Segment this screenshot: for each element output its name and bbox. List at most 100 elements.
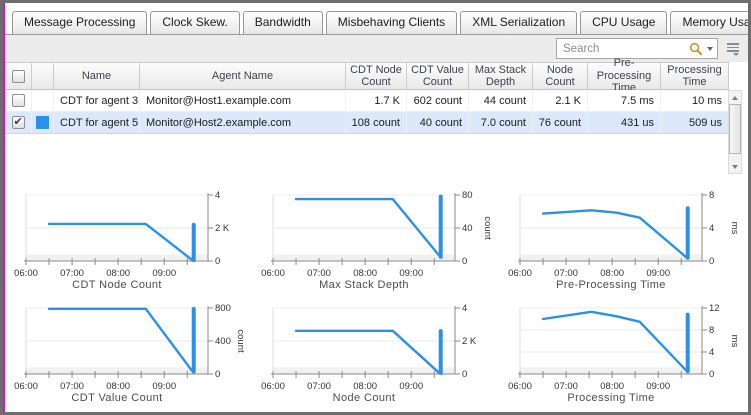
svg-text:80: 80 <box>462 190 473 201</box>
svg-text:0: 0 <box>462 256 467 267</box>
scrollbar-thumb[interactable] <box>729 104 741 154</box>
menu-bar-line <box>727 46 739 49</box>
tab-misbehaving-clients[interactable]: Misbehaving Clients <box>325 11 458 34</box>
svg-text:08:00: 08:00 <box>600 381 624 392</box>
color-column-header <box>32 62 54 90</box>
chart-plot: 06:00 07:00 08:00 09:00 0 4 8 12 ms <box>508 303 740 392</box>
col-header-processing-time[interactable]: Processing Time <box>661 62 729 90</box>
chart-title: CDT Value Count <box>71 392 163 404</box>
chart-plot: 06:00 07:00 08:00 09:00 0 400 800 count <box>14 303 246 392</box>
svg-text:400: 400 <box>215 336 231 347</box>
tab-bar: Message Processing Clock Skew. Bandwidth… <box>5 3 748 35</box>
svg-text:8: 8 <box>709 190 714 201</box>
svg-text:0: 0 <box>462 369 467 380</box>
scroll-up-button[interactable] <box>729 91 741 104</box>
svg-text:08:00: 08:00 <box>353 268 377 279</box>
cell-max-stack-depth: 7.0 count <box>469 112 533 134</box>
select-all-checkbox[interactable] <box>12 69 25 83</box>
chart-cdt-node-count: 06:00 07:00 08:00 09:00 0 2 K 4 CDT Node Count <box>10 187 257 291</box>
search-icon[interactable] <box>689 42 703 56</box>
col-header-node-count[interactable]: Node Count <box>533 62 588 90</box>
chart-plot: 06:00 07:00 08:00 09:00 0 4 8 ms <box>508 190 740 279</box>
cell-node-count: 2.1 K <box>533 90 588 112</box>
tab-memory-usage[interactable]: Memory Usage <box>670 11 748 34</box>
tab-clock-skew[interactable]: Clock Skew. <box>150 11 240 34</box>
tab-cpu-usage[interactable]: CPU Usage <box>580 11 668 34</box>
chart-processing-time: 06:00 07:00 08:00 09:00 0 4 8 12 ms Processing T… <box>504 300 748 404</box>
chart-max-stack-depth: 06:00 07:00 08:00 09:00 0 40 80 count Max Stack… <box>257 187 504 291</box>
col-header-cdt-node-count[interactable]: CDT Node Count <box>346 62 407 90</box>
col-header-cdt-value-count[interactable]: CDT Value Count <box>407 62 469 90</box>
scroll-down-button[interactable] <box>729 160 741 173</box>
chart-plot: 06:00 07:00 08:00 09:00 0 2 K 4 <box>261 303 477 392</box>
svg-text:06:00: 06:00 <box>14 268 38 279</box>
col-header-max-stack-depth[interactable]: Max Stack Depth <box>469 62 533 90</box>
row-color-cell <box>32 112 54 134</box>
cell-pre-processing-time: 7.5 ms <box>588 90 661 112</box>
svg-text:4: 4 <box>215 190 220 201</box>
cell-cdt-node-count: 1.7 K <box>346 90 407 112</box>
svg-text:4: 4 <box>709 223 714 234</box>
chart-title: Pre-Processing Time <box>556 279 666 291</box>
row-checkbox[interactable] <box>12 94 25 107</box>
chart-title: Max Stack Depth <box>319 279 409 291</box>
chart-title: Processing Time <box>567 392 655 404</box>
col-header-pre-processing-time[interactable]: Pre-Processing Time <box>588 57 661 94</box>
chart-title: CDT Node Count <box>72 279 162 291</box>
row-checkbox[interactable] <box>12 115 25 129</box>
svg-text:count: count <box>482 216 493 240</box>
cell-max-stack-depth: 44 count <box>469 90 533 112</box>
svg-text:count: count <box>235 329 246 353</box>
cell-cdt-node-count: 108 count <box>346 112 407 134</box>
search-box[interactable] <box>556 38 718 59</box>
row-color-cell <box>32 90 54 112</box>
svg-text:4: 4 <box>709 347 714 358</box>
svg-text:09:00: 09:00 <box>646 381 670 392</box>
svg-text:08:00: 08:00 <box>106 268 130 279</box>
series-color-swatch <box>36 94 49 107</box>
cell-agent-name[interactable]: Monitor@Host1.example.com <box>140 90 346 112</box>
search-options-caret-icon[interactable] <box>707 46 713 51</box>
svg-text:09:00: 09:00 <box>399 381 423 392</box>
svg-text:07:00: 07:00 <box>307 268 331 279</box>
svg-text:08:00: 08:00 <box>353 381 377 392</box>
svg-text:08:00: 08:00 <box>600 268 624 279</box>
row-checkbox-cell <box>6 112 32 134</box>
cell-node-count: 76 count <box>533 112 588 134</box>
svg-text:09:00: 09:00 <box>399 268 423 279</box>
table-scrollbar[interactable] <box>728 90 742 174</box>
svg-text:07:00: 07:00 <box>554 268 578 279</box>
svg-text:07:00: 07:00 <box>554 381 578 392</box>
svg-text:8: 8 <box>709 325 714 336</box>
svg-text:06:00: 06:00 <box>261 268 285 279</box>
svg-text:ms: ms <box>729 222 740 235</box>
menu-bar-line <box>727 50 739 52</box>
tab-xml-serialization[interactable]: XML Serialization <box>460 11 578 34</box>
cell-name[interactable]: CDT for agent 3 <box>54 90 140 112</box>
cell-agent-name[interactable]: Monitor@Host2.example.com <box>140 112 346 134</box>
svg-text:0: 0 <box>709 256 714 267</box>
tab-message-processing[interactable]: Message Processing <box>12 11 148 34</box>
col-header-agent-name[interactable]: Agent Name <box>140 62 346 90</box>
select-all-header-cell <box>6 62 32 90</box>
search-input[interactable] <box>563 42 689 55</box>
svg-text:06:00: 06:00 <box>508 381 532 392</box>
cell-name[interactable]: CDT for agent 5 <box>54 112 140 134</box>
svg-text:2 K: 2 K <box>462 336 477 347</box>
cell-processing-time: 10 ms <box>661 90 729 112</box>
cell-pre-processing-time: 431 us <box>588 112 661 134</box>
svg-text:09:00: 09:00 <box>152 268 176 279</box>
column-menu-icon[interactable] <box>727 41 739 56</box>
svg-text:08:00: 08:00 <box>106 381 130 392</box>
series-color-swatch <box>36 116 49 129</box>
cell-cdt-value-count: 602 count <box>407 90 469 112</box>
svg-text:40: 40 <box>462 223 473 234</box>
svg-text:07:00: 07:00 <box>60 381 84 392</box>
tab-bandwidth[interactable]: Bandwidth <box>242 11 323 34</box>
svg-text:0: 0 <box>215 369 220 380</box>
cell-cdt-value-count: 40 count <box>407 112 469 134</box>
menu-caret-icon <box>733 52 739 56</box>
toolbar <box>5 35 748 62</box>
col-header-name[interactable]: Name <box>54 62 140 90</box>
